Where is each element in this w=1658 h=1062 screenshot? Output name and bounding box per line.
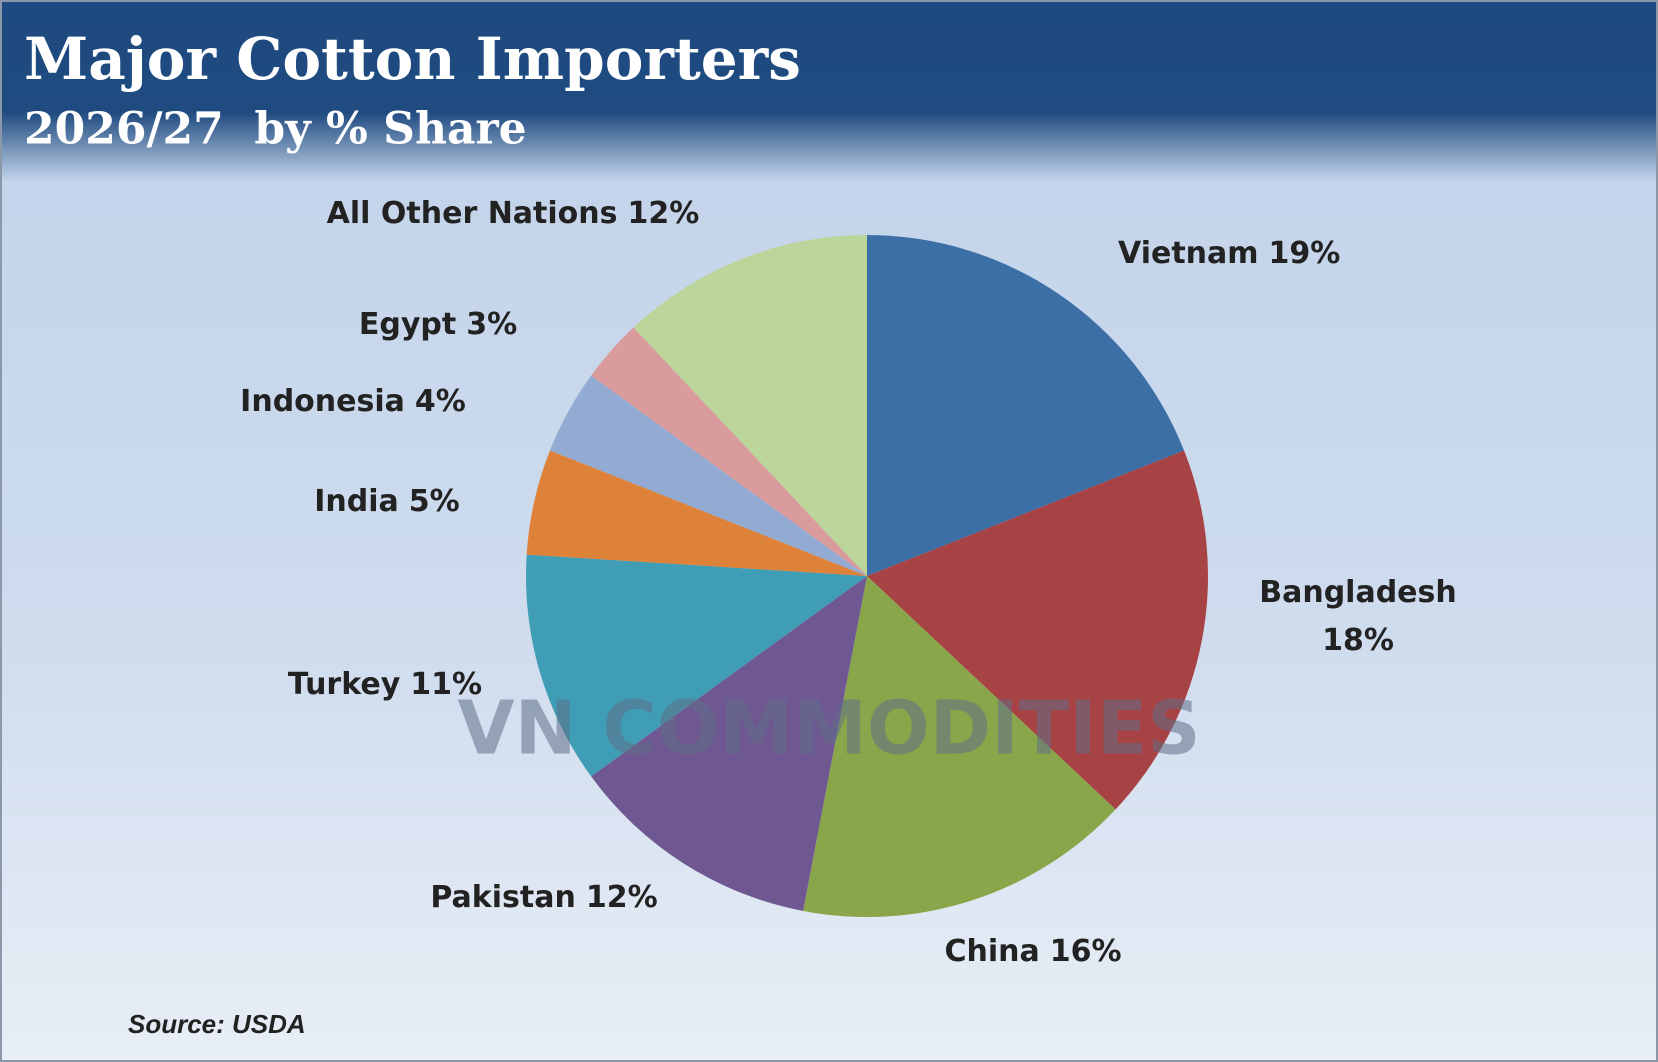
watermark: VN COMMODITIES bbox=[457, 686, 1200, 772]
slice-value-label: 4% bbox=[415, 384, 466, 419]
pie-slice bbox=[803, 576, 1116, 917]
slice-label: All Other Nations 12% bbox=[327, 196, 700, 231]
slice-value-label: 5% bbox=[409, 484, 460, 519]
slice-category: Vietnam bbox=[1118, 236, 1259, 271]
slice-label: Turkey 11% bbox=[288, 667, 482, 702]
pie bbox=[526, 235, 1208, 917]
slice-value-label: 16% bbox=[1050, 934, 1122, 969]
slice-label: Vietnam 19% bbox=[1118, 236, 1340, 271]
slice-category: Bangladesh bbox=[1259, 575, 1457, 610]
chart-title: Major Cotton Importers bbox=[24, 25, 801, 93]
slice-label: Indonesia 4% bbox=[240, 384, 466, 419]
chart-subtitle: 2026/27 by % Share bbox=[24, 104, 527, 155]
slice-value-label: 12% bbox=[586, 880, 658, 915]
pie-slice bbox=[867, 235, 1185, 576]
slice-label: Bangladesh 18% bbox=[1259, 575, 1457, 658]
slice-value-label: 11% bbox=[410, 667, 482, 702]
slice-value-label: 18% bbox=[1322, 623, 1394, 658]
slice-category: Egypt bbox=[359, 307, 456, 342]
source-note: Source: USDA bbox=[128, 1009, 306, 1039]
slice-category: All Other Nations bbox=[327, 196, 618, 231]
slice-category: Turkey bbox=[288, 667, 401, 702]
slice-category: China bbox=[944, 934, 1039, 969]
slice-label: India 5% bbox=[314, 484, 459, 519]
slice-label: Egypt 3% bbox=[359, 307, 517, 342]
slice-category: Indonesia bbox=[240, 384, 405, 419]
slice-value-label: 3% bbox=[466, 307, 517, 342]
pie-slice bbox=[591, 327, 867, 576]
pie-slice bbox=[633, 235, 867, 576]
pie-slice bbox=[549, 375, 867, 576]
slice-category: Pakistan bbox=[430, 880, 575, 915]
pie-slice bbox=[526, 554, 867, 777]
slice-category: India bbox=[314, 484, 399, 519]
slice-label: Pakistan 12% bbox=[430, 880, 657, 915]
slice-value-label: 12% bbox=[628, 196, 700, 231]
slice-value-label: 19% bbox=[1269, 236, 1341, 271]
pie-slice bbox=[526, 450, 867, 576]
pie-slice bbox=[591, 576, 867, 911]
pie-slice bbox=[867, 450, 1208, 810]
slice-label: China 16% bbox=[944, 934, 1121, 969]
